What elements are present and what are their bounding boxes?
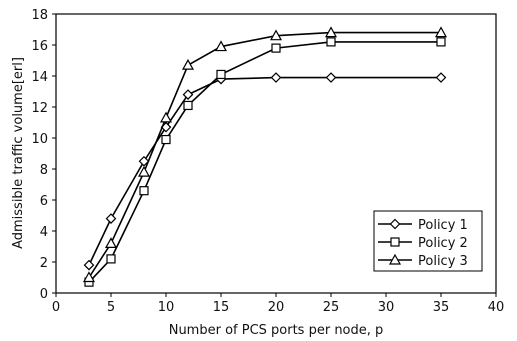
data-point [181, 58, 195, 70]
y-tick-label: 14 [31, 70, 48, 85]
y-tick-label: 16 [31, 39, 48, 54]
y-tick-label: 8 [40, 163, 48, 178]
legend-items: Policy 1 Policy 2 Policy 3 [378, 218, 468, 269]
x-tick-label: 35 [433, 300, 450, 315]
data-point [159, 111, 173, 123]
data-point [104, 237, 118, 248]
data-point [214, 40, 228, 52]
data-point [106, 254, 116, 264]
series-2 [84, 37, 446, 287]
y-tick-label: 2 [40, 256, 48, 271]
data-point [161, 134, 171, 145]
y-tick-label: 10 [31, 132, 48, 147]
x-tick-label: 10 [158, 300, 175, 315]
legend-marker [389, 218, 401, 230]
legend-item: Policy 3 [378, 253, 468, 269]
x-tick-label: 15 [213, 300, 230, 315]
data-point [270, 72, 282, 83]
data-point [182, 89, 194, 100]
legend-label: Policy 2 [418, 236, 468, 251]
data-point [271, 43, 281, 53]
data-point [137, 165, 151, 177]
y-tick-label: 6 [40, 194, 48, 209]
data-point [269, 29, 283, 41]
data-point [326, 37, 336, 47]
data-point [324, 26, 338, 38]
x-axis-title: Number of PCS ports per node, p [169, 323, 384, 338]
data-point [82, 271, 96, 283]
x-tick-label: 30 [378, 300, 395, 315]
series-layer [82, 26, 448, 287]
data-point [105, 213, 117, 224]
data-point [216, 69, 226, 80]
series-1 [83, 72, 447, 271]
legend-marker [390, 237, 400, 247]
data-point [139, 186, 149, 196]
legend-item: Policy 1 [378, 218, 468, 233]
data-point [435, 72, 447, 83]
data-point [83, 259, 95, 271]
x-tick-label: 25 [323, 300, 340, 315]
legend-marker [388, 253, 402, 265]
x-tick-label: 0 [52, 300, 60, 315]
x-tick-label: 40 [488, 300, 505, 315]
data-point [183, 100, 193, 111]
y-tick-label: 0 [40, 287, 48, 302]
y-tick-label: 12 [31, 101, 48, 116]
legend-label: Policy 1 [418, 218, 468, 233]
series-3 [82, 26, 448, 283]
legend: Policy 1 Policy 2 Policy 3 [373, 210, 483, 272]
legend-item: Policy 2 [378, 236, 468, 251]
y-axis-title: Admissible traffic volume[erl] [11, 57, 26, 249]
data-point [436, 37, 446, 47]
y-tick-label: 4 [40, 225, 48, 240]
x-tick-label: 5 [107, 300, 115, 315]
legend-label: Policy 3 [418, 254, 468, 269]
data-point [325, 72, 337, 83]
y-tick-label: 18 [31, 8, 48, 23]
x-tick-label: 20 [268, 300, 285, 315]
data-point [434, 26, 448, 38]
data-point [138, 155, 150, 167]
axis-ticks: 0 5 10 15 20 25 30 35 40 0 2 4 6 8 10 12 14 16 18 [31, 8, 504, 315]
